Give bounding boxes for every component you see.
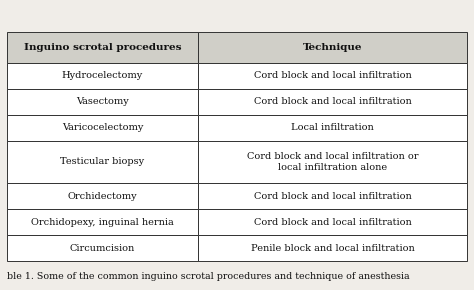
Bar <box>198 32 467 63</box>
Bar <box>198 89 467 115</box>
Bar <box>7 209 198 235</box>
Text: ble 1. Some of the common inguino scrotal procedures and technique of anesthesia: ble 1. Some of the common inguino scrota… <box>7 272 410 281</box>
Text: Technique: Technique <box>303 43 362 52</box>
Text: Penile block and local infiltration: Penile block and local infiltration <box>251 244 414 253</box>
Bar <box>7 141 198 183</box>
Text: Cord block and local infiltration: Cord block and local infiltration <box>254 192 411 201</box>
Bar <box>198 115 467 141</box>
Text: Local infiltration: Local infiltration <box>291 123 374 132</box>
Bar <box>7 63 198 89</box>
Bar <box>198 63 467 89</box>
Text: Cord block and local infiltration: Cord block and local infiltration <box>254 97 411 106</box>
Text: Cord block and local infiltration: Cord block and local infiltration <box>254 218 411 227</box>
Text: Varicocelectomy: Varicocelectomy <box>62 123 143 132</box>
Text: Testicular biopsy: Testicular biopsy <box>61 157 145 166</box>
Bar <box>198 235 467 261</box>
Text: Vasectomy: Vasectomy <box>76 97 129 106</box>
Bar <box>7 115 198 141</box>
Bar <box>198 141 467 183</box>
Bar <box>7 235 198 261</box>
Bar <box>7 89 198 115</box>
Text: Hydrocelectomy: Hydrocelectomy <box>62 71 143 80</box>
Text: Orchidectomy: Orchidectomy <box>68 192 137 201</box>
Bar <box>198 209 467 235</box>
Text: Cord block and local infiltration: Cord block and local infiltration <box>254 71 411 80</box>
Text: Circumcision: Circumcision <box>70 244 135 253</box>
Text: Inguino scrotal procedures: Inguino scrotal procedures <box>24 43 181 52</box>
Bar <box>7 32 198 63</box>
Text: Cord block and local infiltration or
local infiltration alone: Cord block and local infiltration or loc… <box>246 152 418 172</box>
Bar <box>198 183 467 209</box>
Text: Orchidopexy, inguinal hernia: Orchidopexy, inguinal hernia <box>31 218 174 227</box>
Bar <box>7 183 198 209</box>
